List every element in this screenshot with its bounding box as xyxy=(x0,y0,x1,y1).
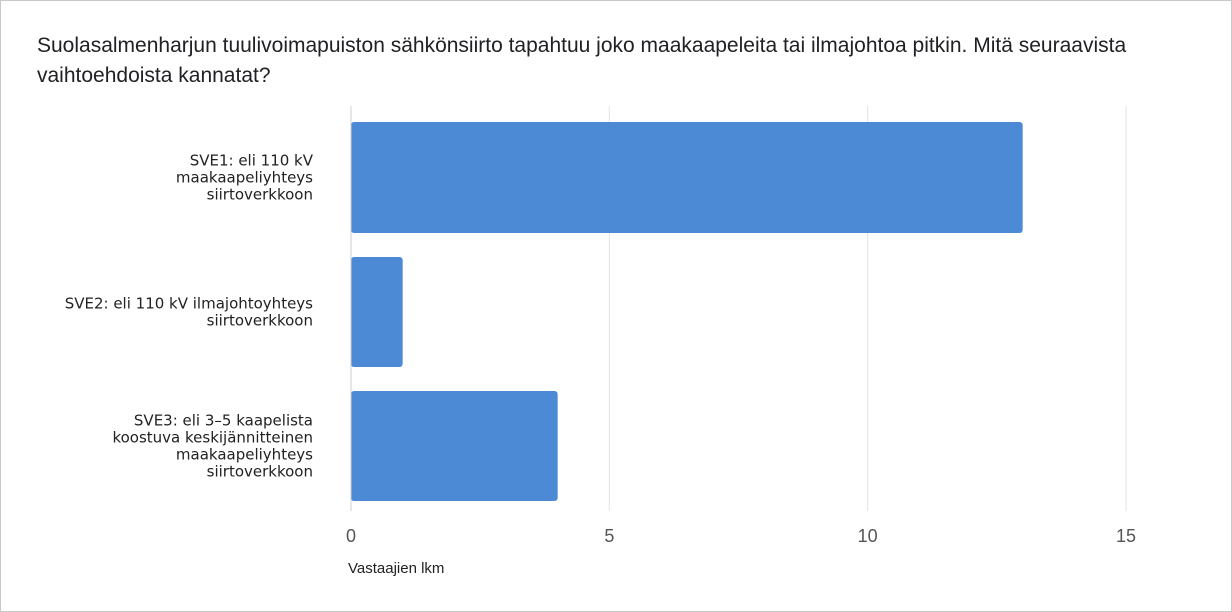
x-tick-label: 5 xyxy=(604,526,614,546)
category-label: SVE1: eli 110 kV maakaapeliyhteys siirtove… xyxy=(176,152,314,204)
category-label: SVE2: eli 110 kV ilmajohtoyhteys siirtove… xyxy=(65,295,313,330)
x-tick-label: 0 xyxy=(346,526,356,546)
bar xyxy=(351,122,1023,233)
category-label: SVE3: eli 3–5 kaapelista koostuva keskijä… xyxy=(112,412,313,481)
x-tick-label: 10 xyxy=(858,526,878,546)
bar xyxy=(351,257,403,367)
x-tick-label: 15 xyxy=(1116,526,1136,546)
bar xyxy=(351,391,558,501)
x-axis-title: Vastaajien lkm xyxy=(348,560,444,577)
question-title: Suolasalmenharjun tuulivoimapuiston sähk… xyxy=(37,34,1127,87)
